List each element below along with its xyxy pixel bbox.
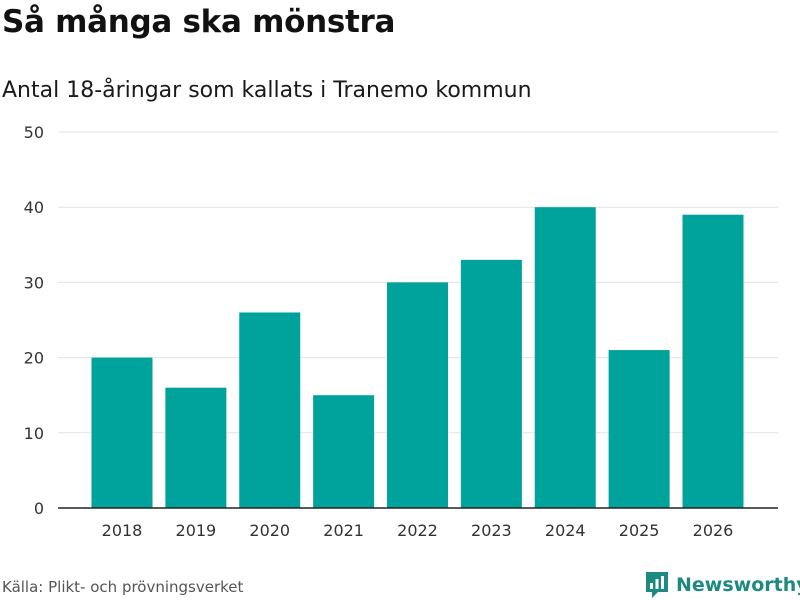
chart-subtitle: Antal 18-åringar som kallats i Tranemo k… <box>2 78 532 103</box>
source-note: Källa: Plikt- och prövningsverket <box>2 578 244 596</box>
bar-2019 <box>165 387 227 508</box>
bar-2018 <box>91 357 153 508</box>
x-tick-label: 2022 <box>397 521 438 540</box>
y-tick-label: 30 <box>24 273 44 292</box>
y-tick-label: 0 <box>34 499 44 518</box>
bar-2020 <box>239 312 301 508</box>
bars <box>91 207 744 508</box>
bar-2024 <box>534 207 596 508</box>
chart-title: Så många ska mönstra <box>2 4 396 40</box>
x-tick-label: 2023 <box>471 521 512 540</box>
bar-2023 <box>460 259 522 508</box>
x-tick-label: 2021 <box>323 521 364 540</box>
brand-name: Newsworthy <box>676 574 800 596</box>
x-tick-label: 2019 <box>176 521 217 540</box>
x-tick-label: 2024 <box>545 521 586 540</box>
y-tick-label: 50 <box>24 123 44 142</box>
brand-logo: Newsworthy <box>644 570 800 600</box>
bar-2022 <box>387 282 448 508</box>
y-tick-label: 10 <box>24 424 44 443</box>
x-tick-label: 2026 <box>693 521 734 540</box>
y-tick-label: 40 <box>24 198 44 217</box>
y-tick-label: 20 <box>24 349 44 368</box>
bar-2025 <box>608 350 670 508</box>
axes: 0 10 20 30 40 50 2018 2019 2020 2021 2022 2023 2024 2… <box>24 123 778 540</box>
x-tick-label: 2020 <box>249 521 290 540</box>
newsworthy-logo-icon <box>646 572 668 598</box>
x-tick-label: 2025 <box>619 521 660 540</box>
bar-2021 <box>313 395 375 508</box>
bar-2026 <box>682 214 744 508</box>
bar-chart: 0 10 20 30 40 50 2018 2019 2020 2021 2022 2023 2024 2… <box>24 123 778 540</box>
x-tick-label: 2018 <box>102 521 143 540</box>
